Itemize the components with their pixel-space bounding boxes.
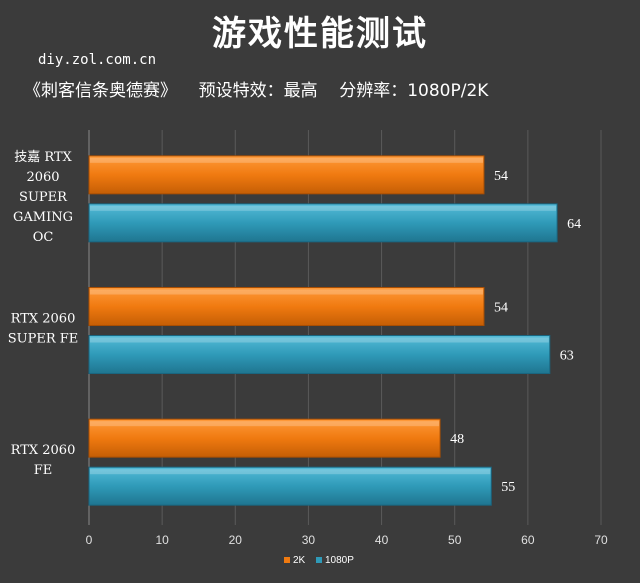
data-label: 54 (494, 169, 508, 184)
category-label: 技嘉 RTX (14, 150, 72, 165)
bar-highlight (90, 337, 549, 343)
chart-subtitle: 《刺客信条奥德赛》 预设特效：最高 分辨率：1080P/2K (24, 81, 489, 101)
category-label: RTX 2060 (11, 443, 76, 458)
legend-swatch-2k (284, 557, 290, 563)
data-label: 63 (560, 349, 574, 364)
data-label: 64 (567, 217, 581, 232)
legend-label-1080p: 1080P (325, 555, 354, 566)
data-label: 54 (494, 301, 508, 316)
bar-highlight (90, 469, 491, 475)
source-watermark: diy.zol.com.cn (38, 52, 157, 68)
page-title: 游戏性能测试 (212, 14, 428, 54)
category-label: FE (34, 463, 53, 478)
category-label: SUPER FE (8, 332, 79, 347)
x-tick-label: 60 (521, 533, 535, 547)
bar-highlight (90, 157, 483, 163)
category-label: GAMING (13, 210, 73, 225)
data-label: 48 (450, 432, 464, 447)
x-tick-label: 10 (155, 533, 169, 547)
category-label: OC (33, 230, 54, 245)
bar-1080p-3 (88, 466, 492, 506)
bar-2k-2 (88, 287, 485, 326)
x-tick-label: 70 (594, 533, 608, 547)
x-tick-label: 40 (375, 533, 389, 547)
x-tick-label: 50 (448, 533, 462, 547)
bar-highlight (90, 289, 483, 295)
legend-swatch-1080p (316, 557, 322, 563)
bar-highlight (90, 421, 440, 427)
x-tick-label: 30 (302, 533, 316, 547)
category-label: RTX 2060 (11, 312, 76, 327)
data-label: 55 (501, 480, 515, 495)
x-tick-label: 0 (86, 533, 93, 547)
legend-label-2k: 2K (293, 555, 306, 566)
bar-2k-1 (88, 155, 485, 195)
bar-1080p-2 (88, 335, 551, 374)
bar-highlight (90, 205, 557, 211)
category-label: SUPER (19, 190, 68, 205)
category-label: 2060 (26, 170, 59, 185)
x-tick-label: 20 (229, 533, 243, 547)
bar-2k-3 (88, 418, 441, 458)
bar-1080p-1 (88, 203, 558, 243)
